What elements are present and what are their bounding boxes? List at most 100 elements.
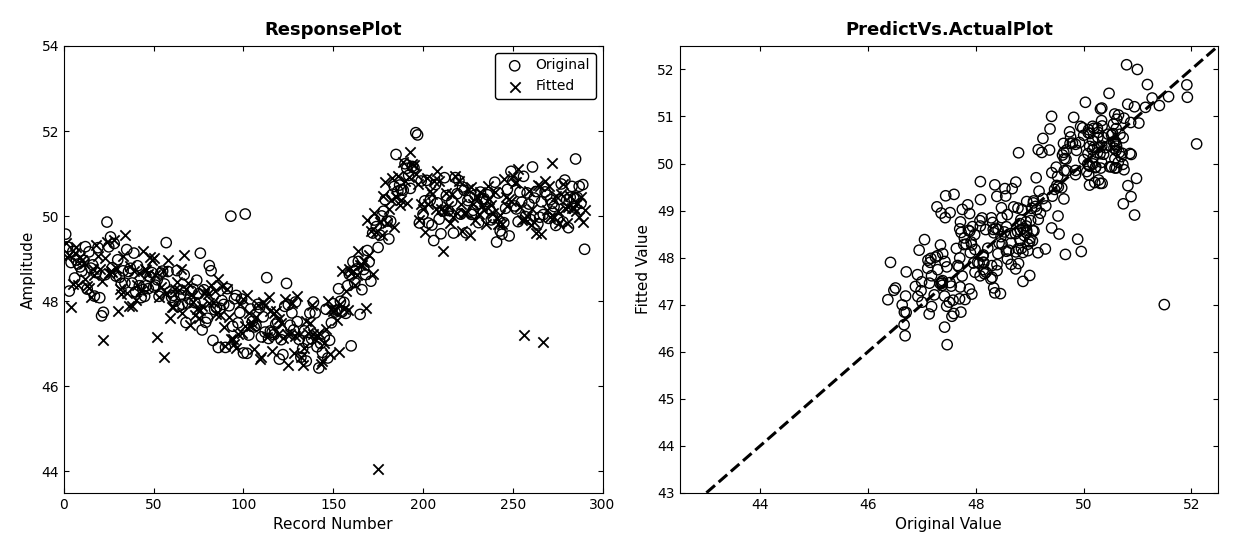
Fitted (115, 230, 135, 239)
Fitted (380, 196, 400, 205)
Point (974, 265, 994, 274)
Original (316, 305, 336, 314)
Fitted (361, 227, 380, 236)
Fitted (496, 192, 515, 201)
Original (201, 267, 221, 275)
Original (375, 195, 395, 204)
Original (456, 228, 476, 237)
Point (983, 218, 1002, 227)
Original (93, 308, 113, 317)
Fitted (377, 218, 396, 227)
Original (327, 306, 347, 315)
Fitted (276, 329, 296, 338)
Fitted (471, 187, 491, 196)
Point (932, 281, 952, 290)
Original (519, 200, 539, 208)
Original (107, 272, 126, 280)
Fitted (180, 321, 199, 330)
Fitted (81, 293, 100, 301)
Original (501, 167, 520, 176)
Original (167, 266, 187, 275)
Original (315, 332, 335, 341)
Fitted (424, 177, 444, 186)
Point (927, 202, 947, 211)
Fitted (551, 190, 571, 199)
Point (906, 282, 926, 291)
Fitted (252, 353, 271, 362)
Original (180, 295, 199, 304)
Original (566, 154, 586, 163)
Fitted (187, 305, 207, 314)
Point (1088, 128, 1108, 137)
Point (996, 247, 1016, 255)
Fitted (497, 201, 517, 210)
Fitted (390, 201, 410, 210)
Original (575, 245, 595, 254)
Original (239, 331, 259, 340)
Original (503, 176, 523, 185)
Fitted (279, 361, 299, 370)
Fitted (431, 204, 451, 213)
Original (540, 195, 560, 204)
Fitted (399, 173, 419, 182)
Original (266, 320, 286, 328)
Point (881, 258, 901, 267)
Point (924, 290, 944, 299)
Original (169, 302, 188, 311)
Original (142, 268, 162, 277)
Point (921, 254, 940, 263)
Original (338, 281, 358, 290)
Point (1187, 139, 1207, 148)
Original (560, 193, 580, 202)
Point (1006, 229, 1026, 238)
Point (1092, 116, 1111, 125)
Fitted (387, 192, 406, 201)
Original (408, 131, 427, 139)
Original (395, 159, 415, 168)
Original (311, 339, 331, 348)
Original (515, 212, 535, 221)
Fitted (239, 309, 259, 317)
Y-axis label: Amplitude: Amplitude (21, 230, 36, 309)
Point (997, 210, 1017, 219)
Point (1023, 196, 1043, 205)
Point (1026, 173, 1046, 182)
Point (1011, 244, 1031, 253)
Original (259, 334, 279, 343)
Fitted (444, 212, 463, 221)
Original (285, 298, 305, 306)
Point (1137, 80, 1157, 89)
Fitted (250, 354, 270, 363)
Fitted (359, 251, 379, 260)
Point (1105, 137, 1125, 146)
Point (1072, 247, 1092, 256)
Original (145, 281, 165, 290)
Point (1054, 195, 1074, 204)
Original (151, 269, 171, 278)
Point (989, 225, 1009, 234)
Point (1036, 244, 1056, 253)
Point (1044, 185, 1064, 194)
Fitted (571, 193, 591, 202)
Fitted (504, 179, 524, 187)
Point (1009, 244, 1028, 253)
Fitted (396, 198, 416, 207)
Point (1083, 153, 1103, 162)
Original (351, 310, 370, 319)
Point (949, 294, 969, 303)
Original (63, 247, 83, 256)
Original (536, 191, 556, 200)
Point (1061, 139, 1080, 148)
Point (1040, 145, 1059, 154)
Original (300, 309, 320, 317)
X-axis label: Original Value: Original Value (896, 517, 1002, 532)
Original (228, 319, 248, 327)
Point (1092, 142, 1111, 150)
Original (396, 164, 416, 173)
Fitted (323, 307, 343, 316)
Original (232, 295, 252, 304)
Original (276, 279, 296, 288)
Point (1078, 128, 1098, 137)
Original (195, 285, 214, 294)
Fitted (165, 285, 185, 294)
